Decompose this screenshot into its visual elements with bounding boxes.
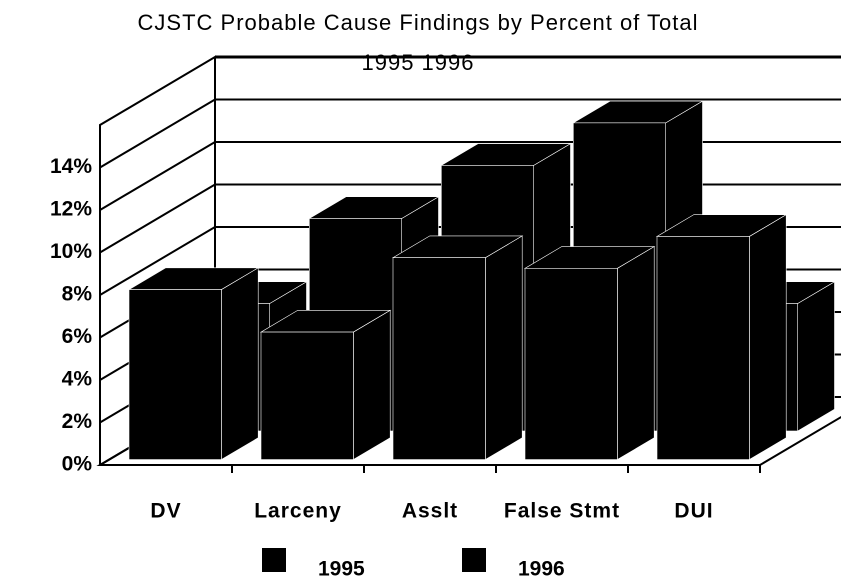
bar-side [221, 267, 259, 461]
legend-label: 1995 [318, 558, 365, 581]
grid-line [99, 98, 841, 169]
legend-swatch [462, 548, 486, 572]
legend-swatch [262, 548, 286, 572]
bar [260, 331, 354, 460]
y-tick-label: 0% [62, 453, 93, 476]
y-tick-label: 4% [62, 368, 93, 391]
x-tick-label: DUI [674, 500, 713, 523]
bar [128, 289, 222, 460]
bar [524, 268, 618, 460]
legend-label: 1996 [518, 558, 565, 581]
y-tick-label: 6% [62, 325, 93, 348]
bar-side [617, 246, 655, 461]
y-tick-label: 14% [50, 155, 92, 178]
bar-side [797, 281, 835, 432]
y-tick-label: 8% [62, 283, 93, 306]
bar-side [749, 214, 787, 461]
y-tick-label: 2% [62, 410, 93, 433]
bar [656, 236, 750, 460]
chart-title: CJSTC Probable Cause Findings by Percent… [138, 10, 699, 35]
x-tick-label: DV [150, 500, 181, 523]
x-tick-label: Asslt [402, 500, 458, 523]
bar-side [485, 235, 523, 461]
x-tick-label: Larceny [254, 500, 342, 523]
y-tick-label: 10% [50, 240, 92, 263]
bar-side [353, 309, 391, 461]
y-tick-label: 12% [50, 198, 92, 221]
chart-subtitle: 1995 1996 [362, 50, 475, 75]
x-tick-label: False Stmt [504, 500, 620, 523]
bar [392, 257, 486, 460]
